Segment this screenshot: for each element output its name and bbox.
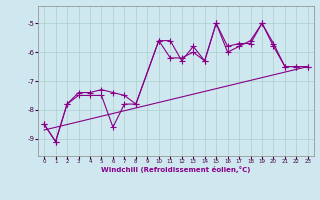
X-axis label: Windchill (Refroidissement éolien,°C): Windchill (Refroidissement éolien,°C)	[101, 166, 251, 173]
